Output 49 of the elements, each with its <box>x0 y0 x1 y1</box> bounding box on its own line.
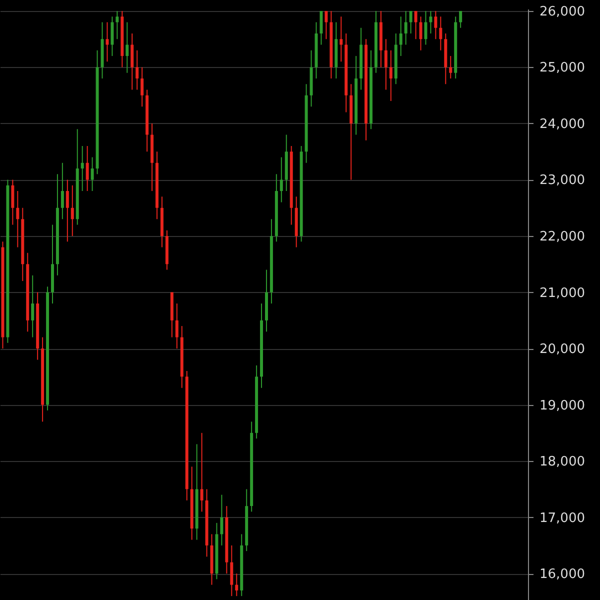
candlestick <box>130 32 134 90</box>
candlestick <box>340 16 343 62</box>
candlestick <box>419 16 422 51</box>
candlestick <box>449 55 452 79</box>
candlestick <box>434 10 438 40</box>
candlestick <box>66 179 69 242</box>
candlestick <box>414 10 418 40</box>
candlestick <box>320 10 323 46</box>
candlestick <box>11 179 14 226</box>
candlestick <box>31 274 34 338</box>
candlestick <box>110 16 114 56</box>
candlestick <box>86 145 89 192</box>
candlestick <box>459 10 462 28</box>
candlestick <box>439 16 442 51</box>
y-tick-label: 16,000 <box>540 567 585 582</box>
candlestick <box>324 10 328 40</box>
candlestick <box>424 10 428 46</box>
candlestick <box>140 66 144 108</box>
candlestick <box>60 162 64 220</box>
candlestick <box>200 432 204 512</box>
candlestick <box>399 16 402 56</box>
candlestick <box>106 22 109 62</box>
candlestick <box>409 10 412 34</box>
y-tick-label: 25,000 <box>540 60 585 76</box>
candlestick <box>404 10 408 46</box>
candlestick <box>136 50 139 90</box>
candlestick <box>389 50 392 102</box>
candlestick <box>220 494 224 546</box>
y-tick-label: 24,000 <box>540 116 585 132</box>
candlestick <box>126 22 129 74</box>
candlestick <box>280 156 283 203</box>
y-tick-label: 26,000 <box>540 4 585 20</box>
candlestick <box>116 10 119 40</box>
y-tick-label: 17,000 <box>540 510 585 526</box>
candlestick <box>384 38 388 90</box>
candlestick <box>70 184 74 237</box>
candlestick <box>80 145 84 192</box>
candlestick <box>90 156 94 192</box>
candlestick <box>175 303 178 350</box>
candlestick <box>429 10 432 34</box>
y-tick-label: 19,000 <box>540 398 585 414</box>
candlestick <box>16 190 20 248</box>
y-tick-label: 20,000 <box>540 342 585 358</box>
y-tick-label: 22,000 <box>540 230 585 245</box>
candlestick <box>230 544 234 597</box>
y-tick-label: 21,000 <box>540 286 585 301</box>
y-tick-label: 23,000 <box>540 173 585 188</box>
candlestick <box>235 573 238 597</box>
y-tick-label: 18,000 <box>540 454 585 470</box>
